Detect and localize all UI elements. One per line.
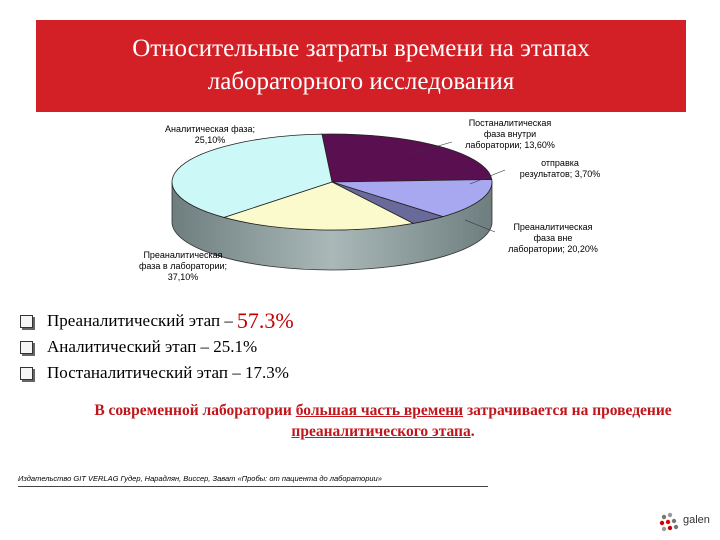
galen-logo-icon (659, 512, 679, 532)
conclusion-part: В современной лаборатории (94, 402, 296, 419)
conclusion-underlined: преаналитического этапа (291, 423, 471, 440)
pie-slice-preanalytical-outside (222, 181, 415, 231)
list-item: Постаналитический этап – 17.3% (20, 360, 700, 386)
pie-label-preanalytical-inside: Преаналитическая фаза в лаборатории; 37,… (138, 250, 228, 282)
source-divider (18, 486, 488, 487)
list-item-highlight-value: 57.3% (236, 308, 294, 333)
checkbox-bullet-icon (20, 366, 33, 380)
conclusion-underlined: большая часть времени (295, 402, 464, 419)
list-item-text: Аналитический этап – 25.1% (47, 337, 258, 356)
logo-text: galen (683, 514, 710, 526)
stage-list: Преаналитический этап – 57.3% Аналитичес… (20, 308, 700, 386)
list-item: Аналитический этап – 25.1% (20, 334, 700, 360)
conclusion-text: В современной лаборатории большая часть … (58, 400, 708, 442)
slide-title: Относительные затраты времени на этапах … (36, 20, 686, 112)
pie-slice-preanalytical-inside (171, 133, 333, 218)
pie-leader-line (409, 141, 453, 155)
pie-slice-postanalytical (331, 179, 493, 218)
pie-leader-line (464, 219, 496, 233)
list-item-text: Постаналитический этап – 17.3% (47, 363, 289, 382)
source-citation: Издательство GIT VERLAG Гудер, Нарадлян,… (18, 474, 382, 483)
list-item-text: Преаналитический этап – (47, 311, 233, 330)
conclusion-part: . (470, 423, 475, 440)
slide-title-line-2: лабораторного исследования (207, 68, 515, 95)
pie-chart: Аналитическая фаза; 25,10% Постаналитиче… (0, 112, 720, 312)
checkbox-bullet-icon (20, 314, 33, 328)
conclusion-part: затрачивается на проведение (463, 402, 672, 419)
pie-chart-svg (171, 133, 506, 271)
pie-label-sending-results: отправка результатов; 3,70% (519, 158, 601, 179)
slide-title-line-1: Относительные затраты времени на этапах (132, 35, 590, 62)
pie-label-preanalytical-outside: Преаналитическая фаза вне лаборатории; 2… (508, 222, 598, 254)
pie-leader-line (469, 169, 506, 185)
list-item: Преаналитический этап – 57.3% (20, 308, 700, 334)
pie-label-analytical: Аналитическая фаза; 25,10% (164, 124, 256, 145)
pie-label-postanalytical: Постаналитическая фаза внутри лаборатори… (465, 118, 555, 150)
checkbox-bullet-icon (20, 340, 33, 354)
